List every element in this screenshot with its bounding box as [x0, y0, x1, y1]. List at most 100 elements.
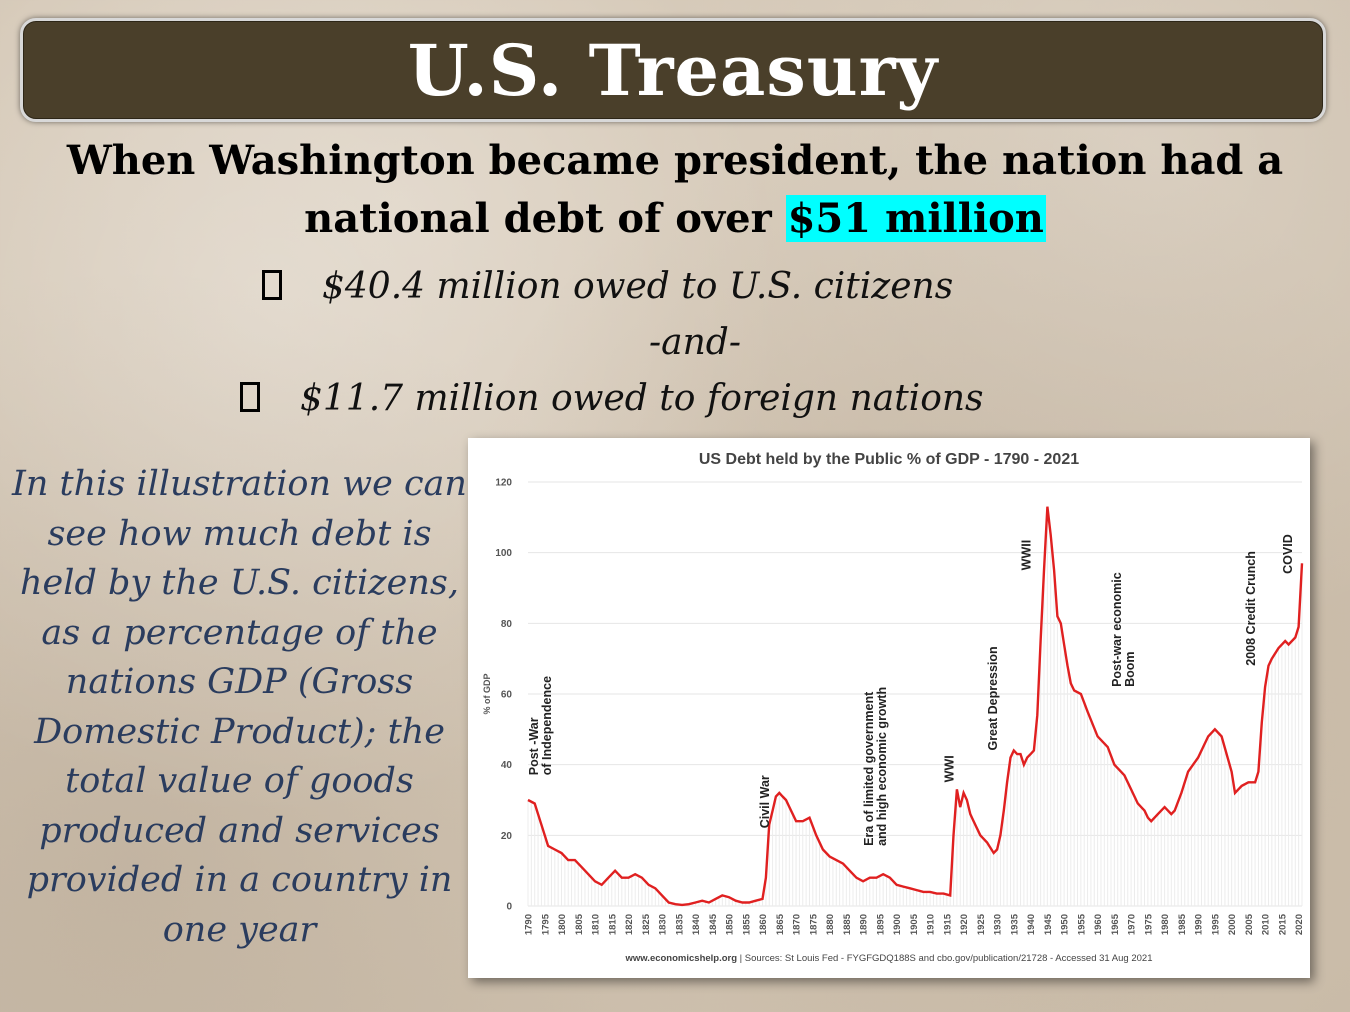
y-axis-label: % of GDP: [482, 673, 492, 714]
headline-text: When Washington became president, the na…: [66, 137, 1284, 242]
y-tick-label: 100: [495, 548, 512, 559]
x-tick-label: 1855: [741, 913, 752, 935]
annotation-label: COVID: [1281, 534, 1295, 574]
debt-chart: US Debt held by the Public % of GDP - 17…: [482, 451, 1305, 964]
bullet-citizens-text: $40.4 million owed to U.S. citizens: [322, 266, 954, 307]
x-tick-label: 1905: [909, 913, 920, 935]
annotation-line: Era of limited government: [862, 691, 876, 846]
bullet-citizens: $40.4 million owed to U.S. citizens: [262, 266, 953, 307]
x-tick-label: 1795: [540, 913, 551, 935]
debt-series-line: [527, 506, 1304, 907]
annotation-line: Post -War: [527, 717, 541, 775]
annotation-label: WWI: [943, 755, 957, 782]
x-tick-label: 1955: [1076, 913, 1087, 935]
x-tick-label: 1820: [624, 914, 635, 935]
x-tick-label: 1990: [1194, 914, 1205, 935]
annotation-line: 2008 Credit Crunch: [1244, 551, 1258, 666]
y-tick-label: 60: [501, 690, 513, 701]
x-tick-label: 1980: [1160, 914, 1171, 935]
x-tick-label: 1790: [524, 914, 535, 935]
x-tick-label: 1840: [691, 914, 702, 935]
annotation-line: and high economic growth: [875, 687, 889, 846]
y-tick-label: 20: [501, 831, 513, 842]
x-tick-label: 1995: [1210, 913, 1221, 935]
x-tick-label: 1895: [875, 913, 886, 935]
x-tick-label: 1925: [976, 913, 987, 935]
annotation-label: WWII: [1020, 540, 1034, 571]
source-separator: |: [737, 953, 745, 964]
x-tick-label: 1945: [1043, 913, 1054, 935]
chart-ticks: 0 20 40 60 80 100 120 1790 1795 1800 1805 1810 1815 1…: [495, 478, 1305, 936]
x-tick-label: 1910: [926, 914, 937, 935]
x-tick-label: 2020: [1294, 914, 1305, 935]
x-tick-label: 1920: [959, 914, 970, 935]
x-tick-label: 1975: [1143, 913, 1154, 935]
headline: When Washington became president, the na…: [40, 132, 1310, 248]
annotation-label: Post -Warof Independence: [527, 676, 554, 775]
annotation-line: Boom: [1123, 652, 1137, 687]
bullet-square-icon: [262, 270, 282, 300]
x-tick-label: 1970: [1127, 914, 1138, 935]
y-tick-label: 0: [506, 902, 512, 913]
annotation-label: 2008 Credit Crunch: [1244, 551, 1258, 666]
x-tick-label: 1875: [808, 913, 819, 935]
chart-source: www.economicshelp.org | Sources: St Loui…: [624, 953, 1152, 964]
x-tick-label: 1810: [591, 914, 602, 935]
y-tick-label: 120: [495, 478, 512, 489]
x-tick-label: 1870: [792, 914, 803, 935]
x-tick-label: 1815: [607, 913, 618, 935]
bullet-foreign-text: $11.7 million owed to foreign nations: [300, 378, 984, 419]
chart-grid: [528, 481, 1302, 907]
y-tick-label: 40: [501, 760, 513, 771]
x-tick-label: 1800: [557, 914, 568, 935]
annotation-label: Civil War: [758, 775, 772, 828]
annotation-label: Post-war economicBoom: [1110, 572, 1137, 687]
x-tick-label: 1935: [1009, 913, 1020, 935]
y-tick-label: 80: [501, 619, 513, 630]
x-tick-label: 2015: [1277, 913, 1288, 935]
annotation-line: COVID: [1281, 534, 1295, 574]
chart-annotations: Post -Warof Independence Civil War Era of …: [527, 534, 1295, 846]
bullet-foreign: $11.7 million owed to foreign nations: [240, 378, 984, 419]
source-site: www.economicshelp.org: [624, 953, 737, 964]
annotation-line: Post-war economic: [1110, 572, 1124, 687]
x-tick-label: 1890: [859, 914, 870, 935]
explanation-text: In this illustration we can see how much…: [12, 464, 467, 950]
annotation-line: WWI: [943, 755, 957, 782]
x-tick-label: 1865: [775, 913, 786, 935]
title-bar: U.S. Treasury: [20, 18, 1326, 122]
annotation-line: WWII: [1020, 540, 1034, 571]
x-tick-label: 1950: [1060, 914, 1071, 935]
x-tick-label: 1830: [658, 914, 669, 935]
x-tick-label: 1900: [892, 914, 903, 935]
x-tick-label: 1835: [674, 913, 685, 935]
annotation-label: Great Depression: [986, 646, 1000, 750]
debt-chart-panel: US Debt held by the Public % of GDP - 17…: [468, 438, 1310, 978]
headline-highlight: $51 million: [785, 195, 1046, 242]
x-tick-label: 2005: [1244, 913, 1255, 935]
x-tick-label: 1930: [993, 914, 1004, 935]
x-tick-label: 1965: [1110, 913, 1121, 935]
x-tick-label: 1985: [1177, 913, 1188, 935]
connector-text: -and-: [648, 322, 742, 363]
x-tick-label: 1845: [708, 913, 719, 935]
x-tick-label: 1825: [641, 913, 652, 935]
x-tick-label: 1880: [825, 914, 836, 935]
x-tick-label: 1850: [725, 914, 736, 935]
x-tick-label: 1940: [1026, 914, 1037, 935]
slide-title: U.S. Treasury: [407, 28, 939, 112]
x-tick-label: 2010: [1261, 914, 1272, 935]
x-tick-label: 1885: [842, 913, 853, 935]
chart-title: US Debt held by the Public % of GDP - 17…: [699, 451, 1079, 468]
annotation-line: of Independence: [540, 676, 554, 775]
x-tick-label: 1805: [574, 913, 585, 935]
bullet-square-icon: [240, 382, 260, 412]
annotation-label: Era of limited governmentand high econom…: [862, 687, 889, 846]
source-text: Sources: St Louis Fed - FYGFGDQ188S and …: [745, 953, 1153, 964]
x-tick-label: 1915: [942, 913, 953, 935]
x-tick-label: 2000: [1227, 914, 1238, 935]
x-tick-label: 1860: [758, 914, 769, 935]
annotation-line: Great Depression: [986, 646, 1000, 750]
annotation-line: Civil War: [758, 775, 772, 828]
chart-area-hatching: [527, 506, 1303, 906]
